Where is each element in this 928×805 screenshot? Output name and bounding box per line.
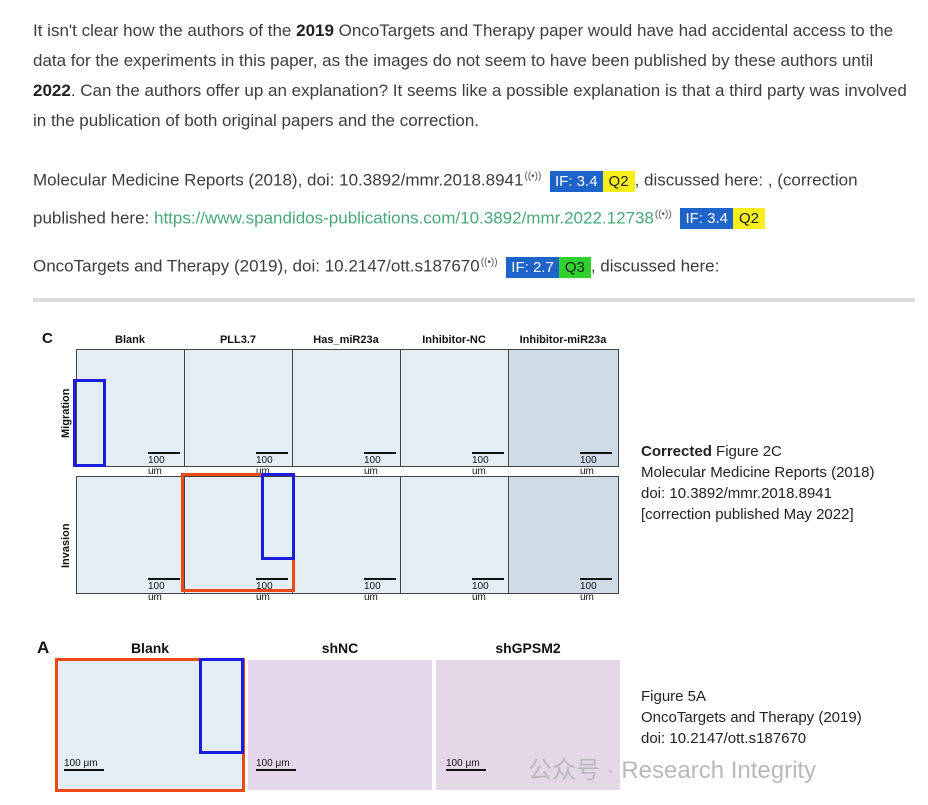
micrograph (436, 660, 620, 790)
micrograph (400, 349, 509, 467)
scale-bar: 100 um (364, 578, 396, 603)
caption-bold: Corrected (641, 443, 712, 460)
micrograph (400, 476, 509, 594)
reference-text: , discussed here: (590, 256, 720, 276)
panel-letter: A (37, 638, 50, 657)
column-label: shNC (321, 640, 359, 656)
scale-bar: 100 um (580, 578, 612, 603)
highlight-box-blue (261, 473, 295, 560)
caption-title: Figure 5A (641, 688, 707, 705)
micrograph (292, 476, 401, 594)
column-label: Blank (130, 640, 170, 656)
scale-bar: 100 μm (256, 758, 296, 772)
highlight-box-blue (199, 658, 244, 754)
caption-text: Figure 2C (711, 443, 782, 460)
quartile-badge: Q3 (558, 256, 591, 278)
micrograph (508, 476, 619, 594)
impact-factor-badge: IF: 3.4 (550, 170, 603, 192)
reference-text: , discussed here: , (correction publishe… (33, 170, 858, 228)
micrograph (508, 349, 619, 467)
column-label: Inhibitor-miR23a (519, 334, 607, 346)
figure-caption: Figure 5A OncoTargets and Therapy (2019)… (641, 686, 862, 749)
body-paragraph: It isn't clear how the authors of the 20… (33, 16, 913, 136)
reference-citation: Molecular Medicine Reports (2018), doi: … (33, 170, 524, 190)
scale-bar: 100 μm (446, 758, 486, 772)
reference-ott: OncoTargets and Therapy (2019), doi: 10.… (33, 248, 913, 282)
signal-icon: ((•)) (480, 257, 498, 268)
column-label: PLL3.7 (219, 334, 257, 346)
signal-icon: ((•)) (524, 171, 542, 182)
reference-mmr: Molecular Medicine Reports (2018), doi: … (33, 160, 913, 235)
row-label-migration: Migration (60, 388, 72, 439)
column-label: Has_miR23a (313, 334, 379, 346)
micrograph (76, 349, 185, 467)
scale-bar: 100 um (256, 452, 288, 477)
caption-note: [correction published May 2022] (641, 506, 854, 523)
signal-icon: ((•)) (654, 208, 672, 220)
scale-bar: 100 um (364, 452, 396, 477)
year-2019: 2019 (296, 21, 334, 40)
watermark: 公众号 · Research Integrity (528, 757, 817, 784)
column-label: Inhibitor-NC (422, 334, 486, 346)
year-2022: 2022 (33, 81, 71, 100)
figure-caption: Corrected Figure 2C Molecular Medicine R… (641, 441, 874, 525)
scale-bar: 100 um (472, 578, 504, 603)
column-label: shGPSM2 (495, 640, 561, 656)
micrograph (292, 349, 401, 467)
scale-bar: 100 μm (64, 758, 104, 772)
column-label: Blank (115, 334, 145, 346)
micrograph (248, 660, 432, 790)
paragraph-text: OncoTargets and Therapy paper would have… (33, 21, 894, 70)
panel-letter: C (42, 330, 53, 347)
highlight-box-blue (73, 379, 106, 467)
micrograph (184, 349, 293, 467)
row-label-invasion: Invasion (60, 523, 72, 568)
scale-bar: 100 um (148, 578, 180, 603)
scale-bar: 100 um (256, 578, 288, 603)
reference-citation: OncoTargets and Therapy (2019), doi: 10.… (33, 256, 480, 276)
scale-bar: 100 um (148, 452, 180, 477)
caption-doi: doi: 10.3892/mmr.2018.8941 (641, 485, 832, 502)
caption-journal: Molecular Medicine Reports (2018) (641, 464, 875, 481)
micrograph (76, 476, 185, 594)
section-divider (33, 298, 915, 302)
caption-doi: doi: 10.2147/ott.s187670 (641, 730, 807, 747)
impact-factor-badge: IF: 3.4 (680, 208, 733, 230)
micrograph (56, 660, 244, 790)
impact-factor-badge: IF: 2.7 (506, 256, 559, 278)
scale-bar: 100 um (472, 452, 504, 477)
quartile-badge: Q2 (732, 208, 765, 230)
correction-link[interactable]: https://www.spandidos-publications.com/1… (153, 208, 654, 228)
paragraph-text: It isn't clear how the authors of the (33, 21, 297, 40)
quartile-badge: Q2 (602, 170, 635, 192)
scale-bar: 100 um (580, 452, 612, 477)
paragraph-text: . Can the authors offer up an explanatio… (33, 81, 907, 130)
caption-journal: OncoTargets and Therapy (2019) (641, 709, 862, 726)
